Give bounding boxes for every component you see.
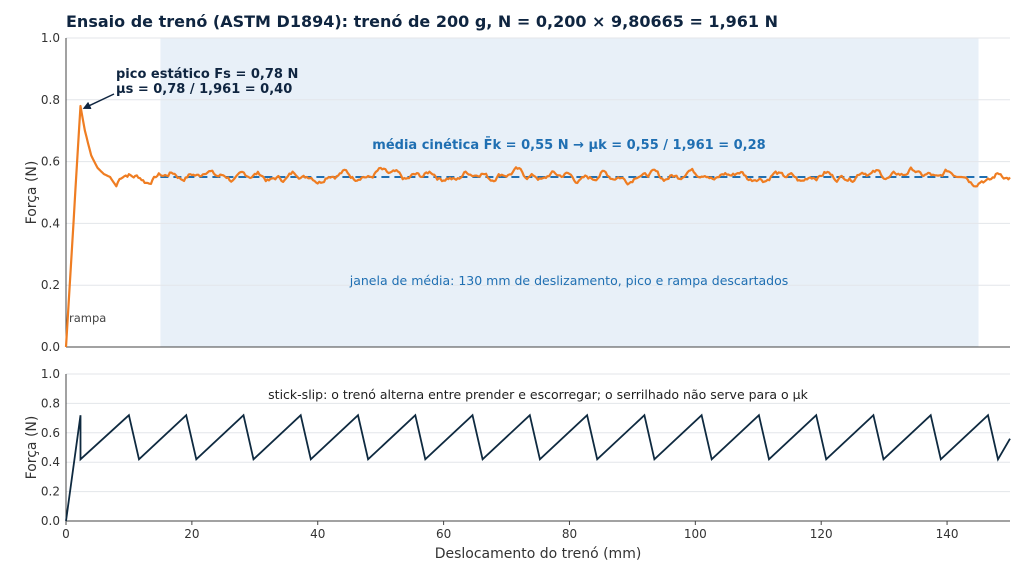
ramp-annotation: rampa: [69, 311, 106, 325]
top-y-tick-label: 0.0: [41, 340, 60, 354]
force-curve-series: [64, 104, 1011, 348]
stick-slip-series: [65, 413, 1011, 522]
chart-title: Ensaio de trenó (ASTM D1894): trenó de 2…: [66, 12, 778, 31]
stick-slip-annotation: stick-slip: o trenó alterna entre prende…: [268, 387, 808, 402]
peak-annotation-line2: μs = 0,78 / 1,961 = 0,40: [116, 82, 292, 97]
peak-annotation-line1: pico estático Fs = 0,78 N: [116, 67, 298, 82]
bottom-x-tick-label: 140: [936, 527, 959, 541]
kinetic-annotation: média cinética F̄k = 0,55 N → μk = 0,55 …: [372, 137, 765, 153]
bottom-x-tick-label: 80: [562, 527, 577, 541]
top-y-tick-label: 0.4: [41, 216, 60, 230]
bottom-y-tick-label: 1.0: [41, 367, 60, 381]
window-annotation: janela de média: 130 mm de deslizamento,…: [349, 273, 789, 288]
top-y-tick-label: 1.0: [41, 31, 60, 45]
bottom-x-axis-label: Deslocamento do trenó (mm): [435, 546, 642, 562]
bottom-y-tick-label: 0.4: [41, 455, 60, 469]
bottom-x-tick-label: 40: [310, 527, 325, 541]
top-panel: 0.0 0.2 0.4 0.6 0.8 1.0 Força (N) pico estáti…: [24, 31, 1011, 354]
top-y-tick-label: 0.6: [41, 155, 60, 169]
bottom-y-tick-label: 0.6: [41, 426, 60, 440]
bottom-x-tick-label: 120: [810, 527, 833, 541]
bottom-y-axis-label: Força (N): [24, 416, 40, 480]
bottom-x-tick-label: 20: [184, 527, 199, 541]
bottom-x-tick-label: 0: [62, 527, 70, 541]
bottom-y-tick-label: 0.0: [41, 514, 60, 528]
peak-arrow: [82, 93, 115, 110]
top-y-ticks: 0.0 0.2 0.4 0.6 0.8 1.0: [41, 31, 60, 354]
bottom-x-tick-label: 100: [684, 527, 707, 541]
bottom-x-ticks: 0 20 40 60 80 100 120 140: [62, 521, 959, 541]
top-y-axis-label: Força (N): [24, 161, 40, 225]
bottom-x-tick-label: 60: [436, 527, 451, 541]
average-window-band: [160, 38, 979, 347]
top-y-tick-label: 0.8: [41, 93, 60, 107]
bottom-y-tick-label: 0.8: [41, 396, 60, 410]
bottom-y-tick-label: 0.2: [41, 485, 60, 499]
top-y-tick-label: 0.2: [41, 278, 60, 292]
bottom-panel: 0.0 0.2 0.4 0.6 0.8 1.0 0 20 40 60 80 100 120 140 Fo…: [24, 367, 1011, 562]
bottom-y-ticks: 0.0 0.2 0.4 0.6 0.8 1.0: [41, 367, 60, 528]
